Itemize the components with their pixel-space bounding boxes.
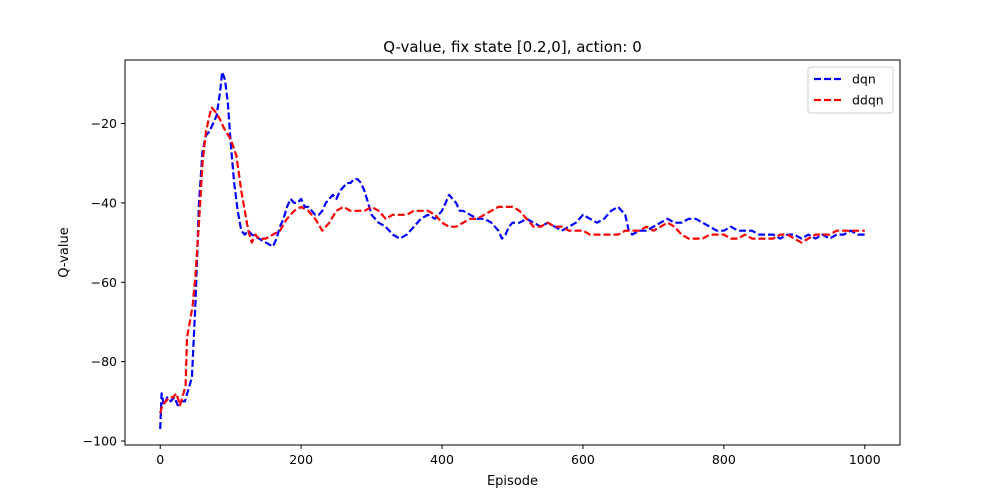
legend-label-ddqn: ddqn <box>852 93 884 108</box>
y-tick-label: −40 <box>91 195 117 210</box>
x-tick-label: 200 <box>289 452 313 467</box>
y-tick-label: −60 <box>91 275 117 290</box>
chart-title: Q-value, fix state [0.2,0], action: 0 <box>383 38 642 56</box>
x-tick-label: 800 <box>712 452 736 467</box>
series-line-ddqn <box>159 106 865 414</box>
legend-label-dqn: dqn <box>852 72 876 87</box>
plot-area <box>124 59 901 446</box>
y-axis: −100 −80 −60 −40 −20 <box>83 116 125 449</box>
y-tick-label: −20 <box>91 116 117 131</box>
axes-frame <box>124 59 901 446</box>
y-tick-label: −80 <box>91 354 117 369</box>
x-tick-label: 400 <box>430 452 454 467</box>
x-tick-label: 1000 <box>849 452 881 467</box>
x-tick-label: 0 <box>156 452 164 467</box>
series-line-dqn <box>159 70 865 430</box>
x-tick-label: 600 <box>571 452 595 467</box>
y-axis-label: Q-value <box>57 227 72 277</box>
y-tick-label: −100 <box>83 434 117 449</box>
legend: dqn ddqn <box>807 66 894 114</box>
x-axis: 0 200 400 600 800 1000 <box>156 445 881 467</box>
x-axis-label: Episode <box>487 474 538 489</box>
series-layer <box>159 70 865 430</box>
